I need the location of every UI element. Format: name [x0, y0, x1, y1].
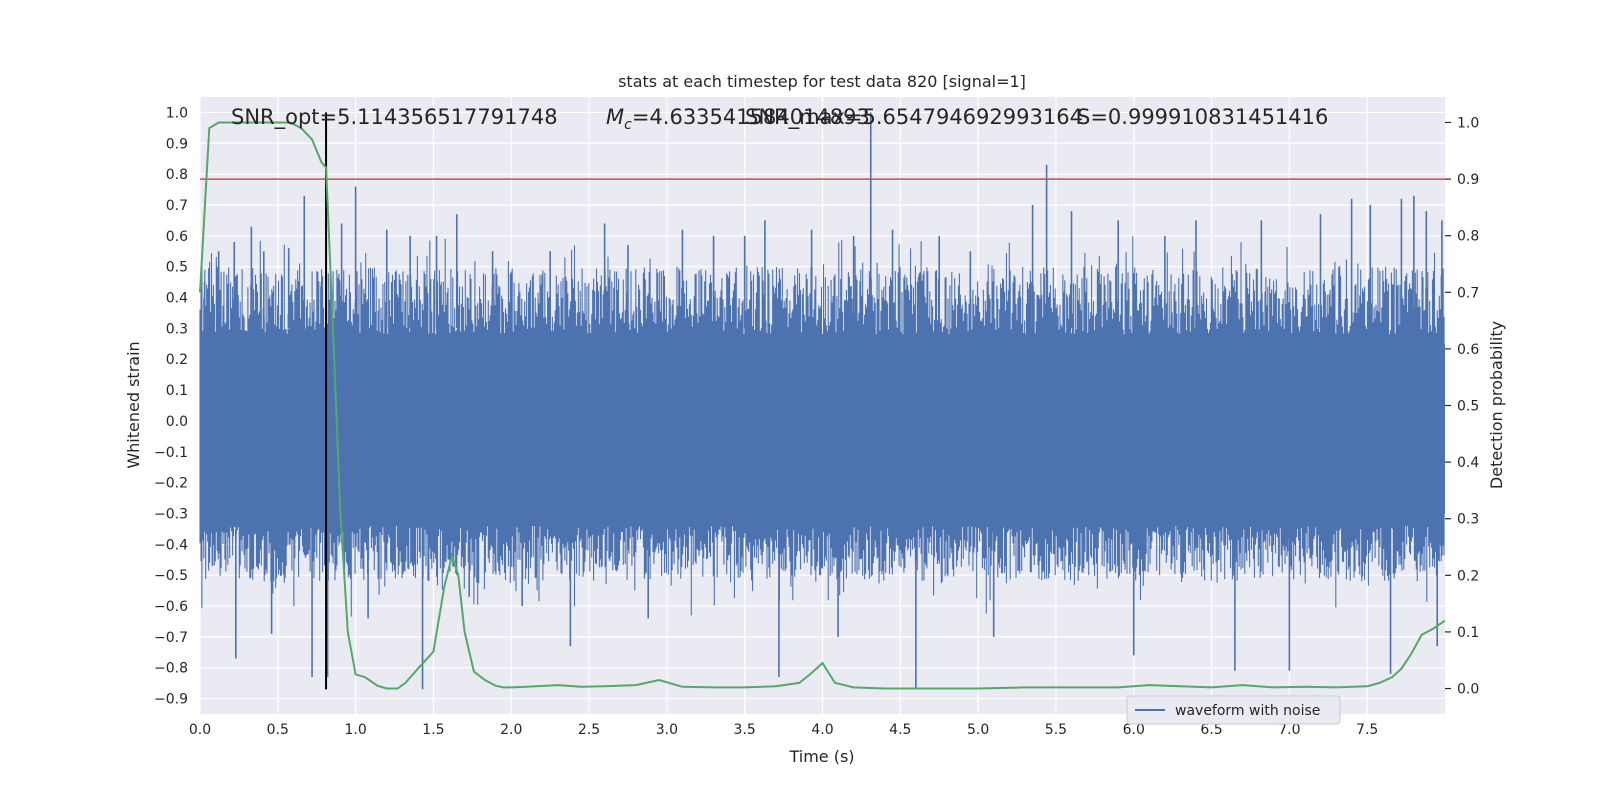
x-tick-label: 5.0	[967, 722, 989, 738]
y-tick-label: 0.4	[166, 291, 188, 307]
y-tick-label: 0.7	[166, 198, 188, 214]
y-tick-label: −0.9	[154, 692, 188, 708]
y-tick-label: 0.0	[166, 414, 188, 430]
y2-tick-label: 0.6	[1457, 342, 1479, 358]
y2-tick-label: 0.2	[1457, 568, 1479, 584]
y-tick-label: 0.3	[166, 321, 188, 337]
y-tick-label: −0.3	[154, 506, 188, 522]
overlay-lines	[200, 112, 1445, 690]
x-tick-label: 1.5	[422, 722, 444, 738]
y-axis-title: Whitened strain	[124, 341, 143, 468]
x-tick-label: 2.5	[578, 722, 600, 738]
x-tick-labels: 0.0 0.5 1.0 1.5 2.0 2.5 3.0 3.5 4.0 4.5 5.0 5.5 6.0 6…	[189, 722, 1378, 738]
x-tick-label: 0.0	[189, 722, 211, 738]
y2-tick-label: 1.0	[1457, 115, 1479, 131]
y2-tick-label: 0.8	[1457, 229, 1479, 245]
y-tick-label: 1.0	[166, 105, 188, 121]
y2-tick-label: 0.9	[1457, 172, 1479, 188]
y2-tick-label: 0.0	[1457, 682, 1479, 698]
x-tick-label: 3.0	[656, 722, 678, 738]
y-tick-label: 0.5	[166, 260, 188, 276]
annotation-snr-opt: SNR_opt=5.114356517791748	[231, 105, 558, 130]
x-tick-label: 1.0	[344, 722, 366, 738]
x-tick-label: 5.5	[1045, 722, 1067, 738]
y-tick-labels: 1.0 0.9 0.8 0.7 0.6 0.5 0.4 0.3 0.2 0.1 0.0 −0.1 −0.…	[154, 105, 188, 707]
legend: waveform with noise	[1126, 695, 1341, 725]
annotation-mc-value: =4.633541584014893	[632, 105, 870, 129]
annotation-s: S=0.999910831451416	[1077, 105, 1328, 129]
annotation-mc-subscript: c	[624, 117, 632, 133]
y2-tick-labels: 1.0 0.9 0.8 0.7 0.6 0.5 0.4 0.3 0.2 0.1 0.0	[1445, 115, 1479, 698]
x-tick-label: 2.0	[500, 722, 522, 738]
y-tick-label: −0.4	[154, 537, 188, 553]
y-tick-label: 0.8	[166, 167, 188, 183]
y2-tick-label: 0.3	[1457, 512, 1479, 528]
x-tick-label: 7.0	[1278, 722, 1300, 738]
chart-title: stats at each timestep for test data 820…	[618, 72, 1026, 91]
y-tick-label: −0.6	[154, 599, 188, 615]
y-tick-label: 0.1	[166, 383, 188, 399]
y-tick-label: −0.7	[154, 630, 188, 646]
probability-line	[199, 121, 1446, 690]
waveform-noise	[199, 236, 1445, 617]
y-tick-label: −0.1	[154, 445, 188, 461]
x-tick-label: 4.0	[811, 722, 833, 738]
annotation-mc-symbol: M	[606, 105, 624, 129]
y-tick-label: 0.6	[166, 229, 188, 245]
x-axis-title: Time (s)	[788, 747, 854, 766]
x-tick-label: 4.5	[889, 722, 911, 738]
y2-tick-label: 0.7	[1457, 285, 1479, 301]
y-tick-label: −0.2	[154, 476, 188, 492]
y-tick-label: 0.9	[166, 136, 188, 152]
x-tick-label: 3.5	[734, 722, 756, 738]
y-tick-label: −0.8	[154, 661, 188, 677]
legend-box	[1126, 695, 1341, 725]
x-tick-label: 7.5	[1356, 722, 1378, 738]
y-tick-label: −0.5	[154, 568, 188, 584]
y2-tick-label: 0.4	[1457, 455, 1479, 471]
y-tick-label: 0.2	[166, 352, 188, 368]
annotation-snr-max: SNR_max=5.654794692993164	[745, 105, 1083, 130]
annotation-mc: Mc=4.633541584014893	[606, 105, 870, 133]
y2-tick-label: 0.5	[1457, 399, 1479, 415]
x-tick-label: 0.5	[267, 722, 289, 738]
y2-axis-title: Detection probability	[1487, 321, 1506, 489]
legend-label: waveform with noise	[1175, 703, 1320, 719]
waveform-series	[199, 112, 1445, 690]
y2-tick-label: 0.1	[1457, 625, 1479, 641]
x-tick-label: 6.0	[1123, 722, 1145, 738]
probability-series	[199, 121, 1446, 690]
x-tick-label: 6.5	[1200, 722, 1222, 738]
